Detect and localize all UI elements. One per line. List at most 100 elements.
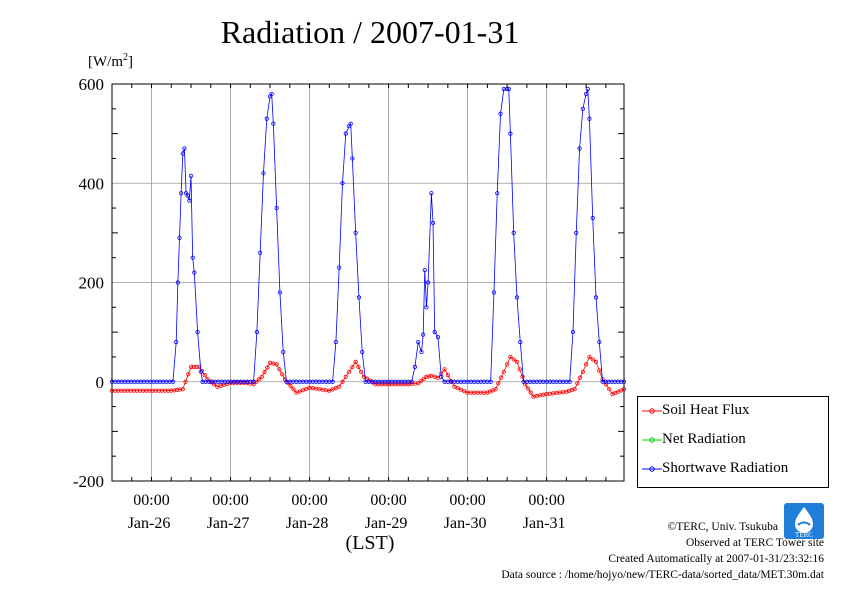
soil-heat-flux-point bbox=[580, 369, 585, 374]
shortwave-radiation-point bbox=[587, 116, 592, 121]
shortwave-radiation-point bbox=[274, 205, 279, 211]
soil-heat-flux-point bbox=[265, 365, 270, 370]
soil-heat-flux-point bbox=[575, 381, 580, 386]
soil-heat-flux-point bbox=[359, 369, 364, 374]
soil-heat-flux-point bbox=[593, 359, 599, 364]
soil-heat-flux-point bbox=[174, 387, 180, 393]
soil-heat-flux-point bbox=[291, 387, 296, 392]
legend-item-soil-heat-flux: Soil Heat Flux bbox=[638, 400, 828, 422]
soil-heat-flux-point bbox=[577, 375, 583, 380]
soil-heat-flux-point bbox=[274, 362, 279, 367]
shortwave-radiation-point bbox=[409, 379, 414, 384]
shortwave-radiation-point bbox=[343, 131, 348, 136]
y-tick-label: 0 bbox=[96, 373, 105, 392]
shortwave-radiation-point bbox=[593, 295, 599, 300]
shortwave-radiation-point bbox=[508, 131, 513, 136]
shortwave-radiation-point bbox=[491, 290, 497, 295]
shortwave-radiation-point bbox=[429, 191, 434, 196]
x-tick-time-label: 00:00 bbox=[133, 492, 169, 509]
shortwave-radiation-point bbox=[277, 290, 283, 295]
soil-heat-flux-point bbox=[520, 374, 525, 379]
x-day-label: Jan-30 bbox=[444, 515, 487, 532]
soil-heat-flux-point bbox=[361, 374, 366, 379]
shortwave-radiation-point bbox=[254, 330, 259, 335]
x-tick-time-label: 00:00 bbox=[212, 492, 248, 509]
soil-heat-flux-point bbox=[584, 362, 589, 367]
soil-heat-flux-point bbox=[525, 386, 531, 391]
chart-title: Radiation / 2007-01-31 bbox=[220, 14, 520, 50]
soil-heat-flux-point bbox=[508, 354, 513, 360]
x-day-label: Jan-31 bbox=[523, 515, 566, 532]
legend-item-shortwave-radiation: Shortwave Radiation bbox=[638, 458, 828, 480]
x-tick-time-label: 00:00 bbox=[370, 492, 406, 509]
soil-heat-flux-point bbox=[517, 367, 522, 372]
shortwave-radiation-point bbox=[182, 146, 187, 151]
shortwave-radiation-point bbox=[258, 250, 263, 255]
soil-heat-flux-point bbox=[528, 390, 533, 395]
legend: Soil Heat Flux Net Radiation Shortwave R… bbox=[637, 396, 829, 488]
shortwave-radiation-point bbox=[425, 280, 431, 285]
soil-heat-flux-point bbox=[346, 369, 352, 374]
soil-heat-flux-point bbox=[172, 388, 177, 393]
soil-heat-flux-point bbox=[462, 389, 467, 394]
shortwave-radiation-point bbox=[416, 339, 421, 345]
shortwave-radiation-point bbox=[261, 171, 266, 176]
credits: ©TERC, Univ. Tsukuba Observed at TERC To… bbox=[501, 519, 824, 583]
y-tick-label: 600 bbox=[79, 75, 105, 94]
shortwave-radiation-point bbox=[597, 339, 602, 345]
shortwave-radiation-line bbox=[112, 88, 624, 383]
soil-heat-flux-point bbox=[177, 387, 183, 392]
soil-heat-flux-point bbox=[455, 386, 460, 391]
x-tick-time-label: 00:00 bbox=[449, 492, 485, 509]
soil-heat-flux-point bbox=[194, 364, 199, 369]
svg-text:TERC: TERC bbox=[795, 531, 813, 539]
soil-heat-flux-point bbox=[202, 373, 207, 378]
soil-heat-flux-point bbox=[607, 387, 612, 392]
observed-text: Observed at TERC Tower site bbox=[685, 537, 824, 549]
shortwave-radiation-point bbox=[340, 181, 345, 186]
soil-heat-flux-point bbox=[572, 387, 577, 392]
soil-heat-flux-point bbox=[197, 364, 202, 369]
shortwave-radiation-point bbox=[430, 220, 436, 226]
shortwave-radiation-point bbox=[174, 339, 179, 345]
legend-item-net-radiation: Net Radiation bbox=[638, 429, 828, 451]
soil-heat-flux-point bbox=[458, 387, 464, 392]
soil-heat-flux-point bbox=[424, 374, 429, 379]
shortwave-radiation-point bbox=[585, 86, 590, 92]
shortwave-radiation-point bbox=[271, 121, 276, 126]
soil-heat-flux-point bbox=[442, 367, 447, 372]
soil-heat-flux-point bbox=[498, 375, 504, 380]
shortwave-radiation-point bbox=[506, 86, 511, 92]
soil-heat-flux-point bbox=[569, 387, 574, 393]
soil-heat-flux-point bbox=[421, 376, 426, 382]
soil-heat-flux-point bbox=[426, 374, 432, 379]
shortwave-radiation-point bbox=[498, 111, 503, 116]
copyright-text: ©TERC, Univ. Tsukuba bbox=[667, 521, 778, 533]
shortwave-radiation-point bbox=[577, 146, 582, 151]
soil-heat-flux-point bbox=[251, 382, 256, 387]
soil-heat-flux-point bbox=[337, 384, 342, 389]
shortwave-radiation-point bbox=[439, 374, 444, 379]
x-day-label: Jan-26 bbox=[128, 515, 171, 532]
shortwave-radiation-point bbox=[356, 295, 362, 300]
soil-heat-flux-point bbox=[564, 389, 569, 394]
x-tick-time-label: 00:00 bbox=[291, 492, 327, 509]
shortwave-radiation-point bbox=[518, 339, 523, 345]
shortwave-radiation-point bbox=[511, 230, 516, 235]
shortwave-radiation-point bbox=[333, 339, 338, 345]
shortwave-radiation-point bbox=[180, 151, 185, 156]
shortwave-radiation-point bbox=[187, 198, 192, 203]
soil-heat-flux-point bbox=[496, 381, 501, 386]
x-tick-time-label: 00:00 bbox=[528, 492, 564, 509]
shortwave-radiation-point bbox=[514, 295, 520, 300]
soil-heat-flux-point bbox=[590, 357, 595, 362]
soil-heat-flux-point bbox=[188, 364, 194, 369]
soil-heat-flux-point bbox=[597, 368, 602, 373]
soil-heat-flux-point bbox=[259, 374, 264, 379]
soil-heat-flux-point bbox=[254, 379, 259, 384]
shortwave-radiation-point bbox=[412, 364, 418, 369]
shortwave-radiation-point bbox=[264, 116, 269, 121]
x-day-label: Jan-28 bbox=[286, 515, 329, 532]
soil-heat-flux-point bbox=[191, 364, 196, 369]
